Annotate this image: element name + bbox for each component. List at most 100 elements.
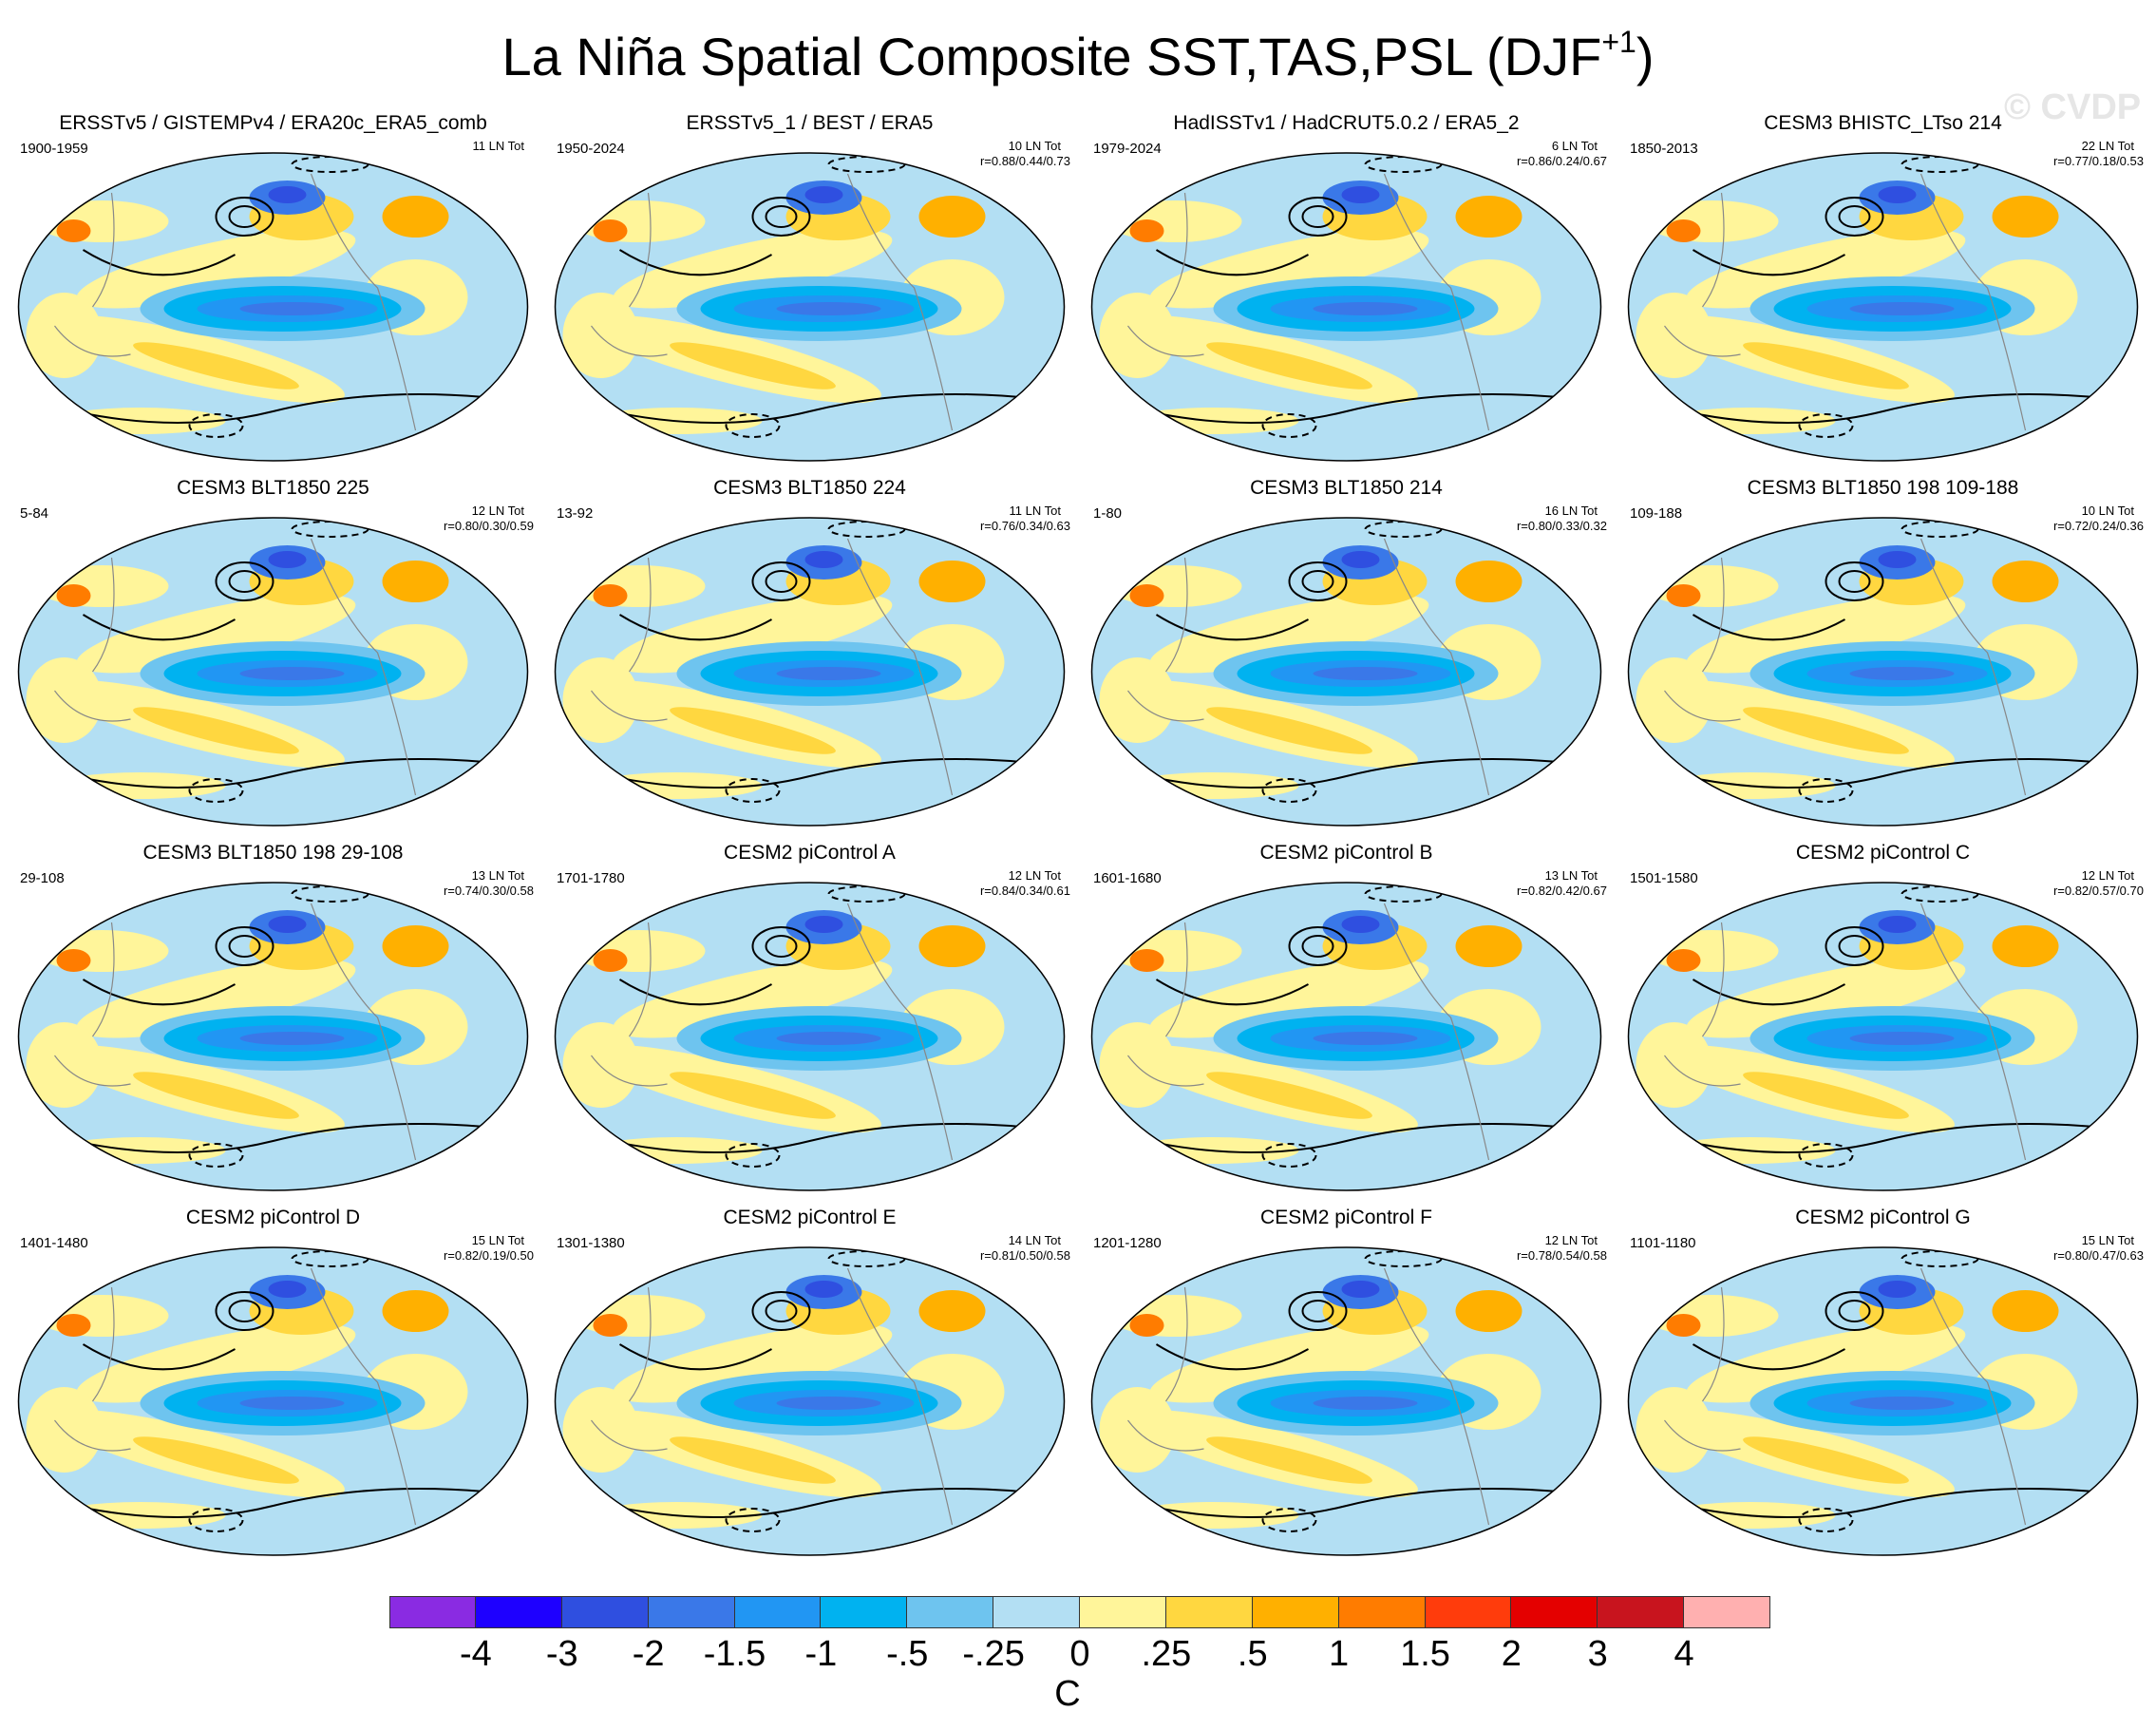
- cold-tongue-anomaly: [776, 1397, 881, 1410]
- psl-contour: [555, 1123, 1065, 1153]
- panel-period: 1950-2024: [557, 141, 625, 157]
- psl-contour: [1692, 1343, 1845, 1371]
- coastline: [92, 557, 115, 673]
- coastline: [1702, 192, 1725, 308]
- coastline: [591, 1419, 668, 1452]
- coastline: [591, 325, 668, 357]
- warm-anomaly-patch: [1743, 1436, 1909, 1484]
- map-outline: [554, 882, 1066, 1191]
- panel-period: 1-80: [1093, 505, 1123, 522]
- warm-anomaly-patch: [76, 1323, 356, 1403]
- coastline: [1383, 173, 1490, 431]
- psl-contour: [1692, 614, 1845, 641]
- warm-anomaly-patch: [1666, 1314, 1701, 1337]
- map-outline: [554, 517, 1066, 827]
- psl-contour: [1825, 1291, 1884, 1331]
- colorbar-segment: [1338, 1596, 1426, 1628]
- warm-anomaly-patch: [572, 930, 706, 972]
- panel-event-count: 13 LN Tot: [1544, 868, 1598, 883]
- cold-anomaly-patch: [804, 186, 843, 203]
- map-panel: CESM3 BLT1850 198 109-188 109-188 10 LN To…: [1615, 477, 2151, 833]
- psl-contour: [1692, 979, 1845, 1006]
- panel-event-count: 10 LN Tot: [2081, 504, 2134, 518]
- panel-title: CESM3 BLT1850 198 109-188: [1747, 477, 2019, 499]
- warm-anomaly-patch: [56, 949, 91, 972]
- warm-anomaly-patch: [670, 1436, 836, 1484]
- warm-anomaly-patch: [133, 707, 299, 754]
- warm-anomaly-patch: [1206, 1072, 1372, 1119]
- psl-contour-negative: [1261, 413, 1317, 438]
- warm-anomaly-patch: [1099, 1387, 1176, 1473]
- coastline: [846, 903, 954, 1161]
- panel-event-count: 6 LN Tot: [1551, 139, 1598, 153]
- cold-tongue-anomaly: [1313, 302, 1418, 315]
- panel-event-count: 12 LN Tot: [1544, 1233, 1598, 1247]
- robinson-map: [554, 1246, 1066, 1556]
- colorbar-tick-label: 1: [1329, 1634, 1350, 1674]
- psl-contour: [618, 249, 772, 276]
- warm-anomaly-patch: [1108, 200, 1242, 242]
- panel-pattern-correlation: r=0.76/0.34/0.63: [979, 519, 1070, 533]
- panel-period: 1601-1680: [1093, 870, 1162, 886]
- colorbar-tick-label: .5: [1237, 1634, 1268, 1674]
- warm-anomaly-patch: [1455, 1290, 1522, 1332]
- psl-contour: [1091, 393, 1601, 424]
- psl-contour: [1825, 197, 1884, 237]
- warm-anomaly-patch: [35, 200, 169, 242]
- colorbar-segment: [475, 1596, 562, 1628]
- panel-title: CESM3 BLT1850 224: [713, 477, 906, 499]
- psl-contour: [1091, 758, 1601, 789]
- coastline: [1702, 1286, 1725, 1402]
- cold-anomaly-patch: [268, 916, 307, 933]
- psl-contour-negative: [1798, 778, 1854, 803]
- psl-contour: [1825, 926, 1884, 966]
- psl-contour: [228, 570, 261, 593]
- panel-event-count: 15 LN Tot: [471, 1233, 524, 1247]
- robinson-map: [1090, 517, 1602, 827]
- colorbar-tick-label: -4: [459, 1634, 492, 1674]
- warm-anomaly-patch: [1666, 584, 1701, 607]
- psl-contour-negative: [1798, 1508, 1854, 1532]
- warm-anomaly-patch: [1099, 293, 1176, 378]
- panel-title: CESM2 piControl D: [185, 1207, 361, 1228]
- cold-anomaly-patch: [1341, 551, 1380, 568]
- map-panel: CESM2 piControl D 1401-1480 15 LN Tot r=0.8…: [5, 1207, 541, 1563]
- anomaly-field: [555, 153, 1065, 461]
- panel-pattern-correlation: r=0.81/0.50/0.58: [979, 1248, 1070, 1263]
- colorbar-segment: [1252, 1596, 1339, 1628]
- psl-contour: [228, 1300, 261, 1322]
- warm-anomaly-patch: [35, 1295, 169, 1337]
- coastline: [310, 173, 417, 431]
- robinson-map: [554, 152, 1066, 462]
- psl-contour-negative: [1261, 1508, 1317, 1532]
- robinson-map: [1090, 882, 1602, 1191]
- colorbar-segment: [561, 1596, 649, 1628]
- colorbar-tick-label: 3: [1587, 1634, 1608, 1674]
- warm-anomaly-patch: [1206, 342, 1372, 390]
- psl-contour: [765, 935, 798, 958]
- panel-pattern-correlation: r=0.72/0.24/0.36: [2052, 519, 2144, 533]
- coastline: [1664, 325, 1741, 357]
- psl-contour: [1288, 1291, 1348, 1331]
- psl-contour: [1288, 561, 1348, 601]
- warm-anomaly-patch: [1992, 196, 2059, 238]
- panel-period: 5-84: [20, 505, 49, 522]
- psl-contour: [82, 614, 236, 641]
- psl-contour: [1301, 570, 1334, 593]
- panel-period: 1101-1180: [1630, 1235, 1696, 1251]
- psl-contour: [1838, 935, 1871, 958]
- panel-event-count: 16 LN Tot: [1544, 504, 1598, 518]
- panel-period: 1850-2013: [1630, 141, 1698, 157]
- coastline: [1664, 690, 1741, 722]
- psl-contour-negative: [188, 778, 244, 803]
- map-panel: CESM3 BLT1850 198 29-108 29-108 13 LN Tot r…: [5, 842, 541, 1198]
- psl-contour: [215, 926, 274, 966]
- panel-title: CESM3 BLT1850 214: [1250, 477, 1443, 499]
- warm-anomaly-patch: [26, 1022, 103, 1108]
- psl-contour: [751, 197, 811, 237]
- cold-tongue-anomaly: [1849, 667, 1955, 680]
- colorbar-segment: [1425, 1596, 1512, 1628]
- warm-anomaly-patch: [26, 657, 103, 743]
- warm-anomaly-patch: [1129, 584, 1164, 607]
- psl-contour: [751, 926, 811, 966]
